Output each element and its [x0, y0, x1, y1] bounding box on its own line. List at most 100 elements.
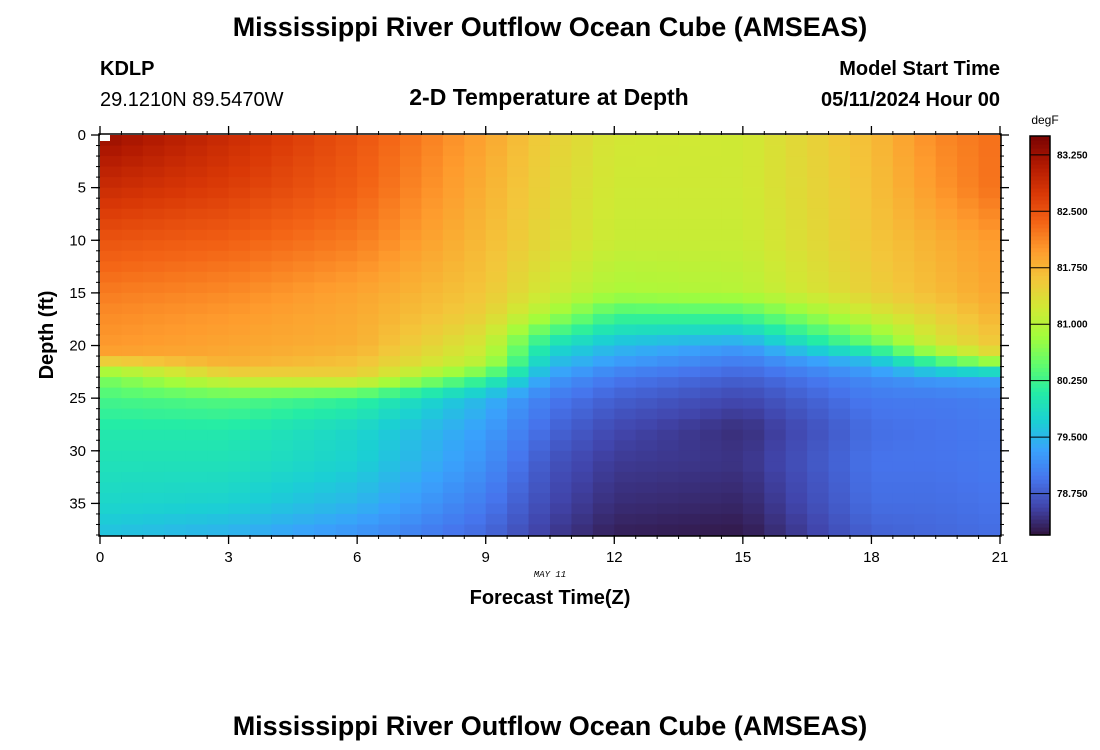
heatmap-cell [421, 335, 444, 347]
colorbar-segment [1030, 259, 1050, 265]
heatmap-cell [721, 429, 744, 441]
heatmap-cell [614, 366, 637, 378]
heatmap-cell [250, 303, 273, 315]
heatmap-cell [764, 377, 787, 389]
heatmap-cell [892, 419, 915, 431]
heatmap-cell [721, 166, 744, 178]
heatmap-cell [742, 219, 765, 231]
heatmap-cell [914, 503, 937, 515]
heatmap-cell [957, 450, 980, 462]
heatmap-cell [442, 366, 465, 378]
heatmap-cell [850, 145, 873, 157]
heatmap-cell [185, 271, 208, 283]
heatmap-cell [485, 135, 508, 147]
heatmap-cell [400, 313, 423, 326]
colorbar-segment [1030, 515, 1050, 520]
heatmap-cell [721, 250, 744, 262]
heatmap-cell [485, 324, 508, 336]
colorbar-segment [1030, 283, 1050, 289]
heatmap-cell [571, 250, 594, 262]
heatmap-cell [228, 366, 251, 378]
station-id: KDLP [100, 58, 154, 80]
heatmap-cell [100, 513, 123, 526]
heatmap-cell [357, 345, 380, 357]
heatmap-cell [400, 482, 423, 494]
heatmap-cell [485, 240, 508, 252]
heatmap-cell [978, 156, 1001, 168]
heatmap-cell [378, 524, 401, 536]
heatmap-cell [721, 229, 744, 241]
heatmap-cell [785, 177, 808, 189]
heatmap-cell [571, 240, 594, 252]
heatmap-cell [464, 240, 487, 252]
heatmap-cell [914, 419, 937, 431]
heatmap-cell [228, 303, 251, 315]
heatmap-cell [292, 503, 315, 515]
heatmap-cell [700, 282, 723, 294]
heatmap-cell [807, 261, 830, 273]
heatmap-cell [378, 208, 401, 220]
heatmap-cell [442, 387, 465, 399]
heatmap-cell [271, 135, 294, 147]
heatmap-cell [507, 461, 530, 473]
heatmap-cell [978, 471, 1001, 483]
heatmap-cell [721, 313, 744, 326]
heatmap-cell [228, 440, 251, 452]
heatmap-cell [507, 366, 530, 378]
heatmap-cell [185, 261, 208, 273]
heatmap-cell [185, 145, 208, 157]
heatmap-cell [828, 187, 851, 199]
heatmap-cell [550, 135, 573, 147]
heatmap-cell [250, 219, 273, 231]
heatmap-cell [485, 408, 508, 420]
heatmap-cell [764, 345, 787, 357]
heatmap-cell [871, 282, 894, 294]
heatmap-cell [185, 387, 208, 399]
heatmap-cell [250, 335, 273, 347]
heatmap-cell [378, 198, 401, 210]
heatmap-cell [892, 345, 915, 357]
heatmap-cell [485, 524, 508, 536]
heatmap-cell [764, 450, 787, 462]
colorbar-segment [1030, 427, 1050, 432]
heatmap-cell [185, 240, 208, 252]
heatmap-cell [828, 398, 851, 410]
heatmap-cell [250, 408, 273, 420]
heatmap-cell [850, 471, 873, 483]
heatmap-cell [721, 219, 744, 231]
heatmap-cell [764, 292, 787, 305]
heatmap-cell [614, 461, 637, 473]
heatmap-cell [464, 356, 487, 368]
heatmap-cell [464, 429, 487, 441]
heatmap-cell [807, 135, 830, 147]
heatmap-cell [914, 250, 937, 262]
heatmap-cell [785, 471, 808, 483]
heatmap-cell [592, 524, 615, 536]
heatmap-cell [571, 229, 594, 241]
heatmap-cell [207, 471, 230, 483]
heatmap-cell [250, 198, 273, 210]
heatmap-cell [507, 271, 530, 283]
y-tick-label: 10 [69, 232, 86, 249]
heatmap-cell [978, 408, 1001, 420]
heatmap-cell [850, 208, 873, 220]
heatmap-cell [550, 345, 573, 357]
heatmap-cell [528, 187, 551, 199]
heatmap-cell [657, 166, 680, 178]
heatmap-cell [528, 240, 551, 252]
heatmap-cell [807, 492, 830, 505]
heatmap-cell [142, 335, 165, 347]
heatmap-cell [421, 345, 444, 357]
heatmap-cell [807, 324, 830, 336]
heatmap-cell [335, 187, 358, 199]
heatmap-cell [271, 377, 294, 389]
heatmap-cell [400, 198, 423, 210]
heatmap-cell [207, 524, 230, 536]
heatmap-cell [550, 250, 573, 262]
heatmap-cell [357, 492, 380, 505]
heatmap-cell [850, 387, 873, 399]
heatmap-cell [442, 292, 465, 305]
heatmap-cell [592, 324, 615, 336]
heatmap-cell [785, 240, 808, 252]
heatmap-cell [185, 313, 208, 326]
